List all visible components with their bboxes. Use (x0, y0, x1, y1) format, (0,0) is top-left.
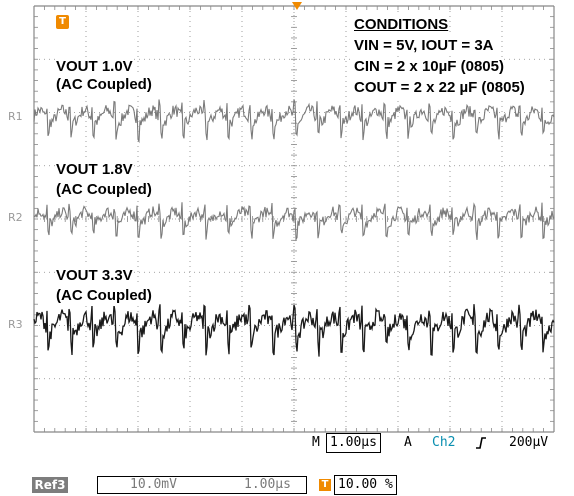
trigger-marker-icon: T (56, 15, 69, 29)
ref3-settings-box (97, 476, 307, 494)
conditions-line-2: CIN = 2 x 10µF (0805) (354, 57, 504, 77)
ch3-coupling: (AC Coupled) (56, 286, 152, 306)
trigger-level: 200µV (509, 435, 549, 450)
ref3-time-per-div: 1.00µs (244, 477, 291, 492)
timebase-readout: 1.00µs (326, 433, 381, 453)
trace-r3 (33, 304, 555, 357)
waveform-traces (33, 99, 555, 357)
ch1-title: VOUT 1.0V (56, 57, 133, 77)
ch2-title: VOUT 1.8V (56, 160, 133, 180)
ch1-coupling: (AC Coupled) (56, 75, 152, 95)
rising-edge-icon (476, 437, 486, 449)
trace-r1 (33, 99, 555, 144)
conditions-title: CONDITIONS (354, 15, 449, 35)
ref3-badge: Ref3 (32, 477, 68, 493)
ref3-marker: R3 (8, 318, 23, 331)
ref3-volts-per-div: 10.0mV (130, 477, 177, 492)
trigger-position-readout: 10.00 % (334, 475, 397, 495)
trigger-mode-label: A (404, 435, 412, 450)
ref2-marker: R2 (8, 211, 23, 224)
trigger-source: Ch2 (432, 435, 456, 450)
trigger-position-marker (292, 2, 302, 10)
conditions-line-3: COUT = 2 x 22 µF (0805) (354, 78, 525, 98)
timebase-label: M (312, 435, 320, 450)
graticule-grid (33, 5, 555, 433)
trace-r2 (33, 202, 555, 242)
trigger-position-icon: T (319, 479, 331, 491)
ch3-title: VOUT 3.3V (56, 266, 133, 286)
conditions-line-1: VIN = 5V, IOUT = 3A (354, 36, 494, 56)
ch2-coupling: (AC Coupled) (56, 180, 152, 200)
ref1-marker: R1 (8, 110, 23, 123)
